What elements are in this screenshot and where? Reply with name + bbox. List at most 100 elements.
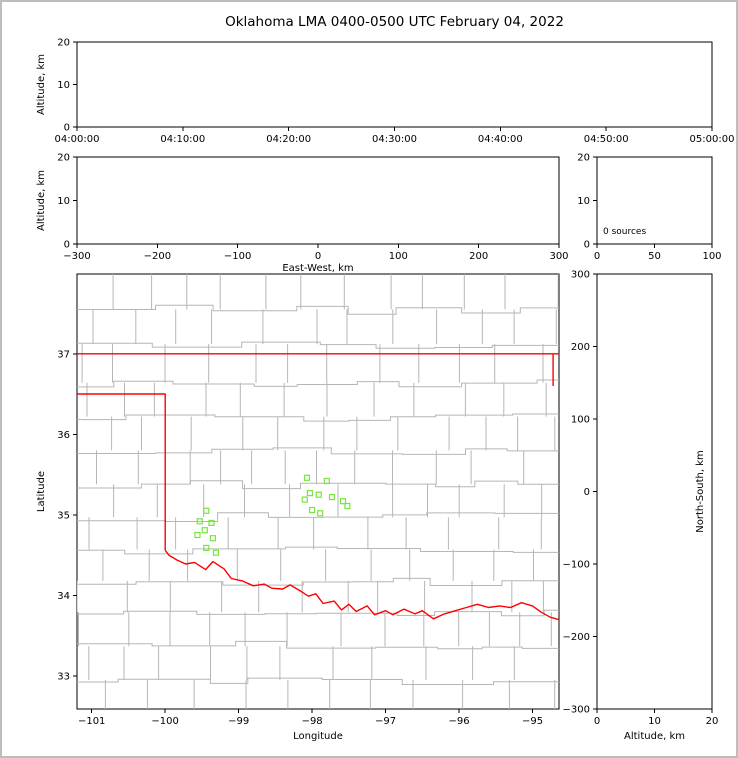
county-line bbox=[77, 304, 559, 315]
x-tick-label: −97 bbox=[375, 716, 396, 727]
lma-station-marker bbox=[203, 507, 210, 514]
x-tick-label: 0 bbox=[594, 251, 600, 262]
sources-count-annotation: 0 sources bbox=[603, 227, 646, 237]
y-tick-label: 0 bbox=[584, 240, 590, 251]
state-borders bbox=[77, 353, 559, 621]
x-tick-label: −200 bbox=[144, 251, 171, 262]
county-line bbox=[77, 677, 559, 685]
x-tick-label: −99 bbox=[228, 716, 249, 727]
map-layers bbox=[77, 274, 559, 709]
x-tick-label: 04:50:00 bbox=[584, 134, 629, 145]
lma-station-marker bbox=[203, 544, 210, 552]
x-tick-label: −95 bbox=[522, 716, 543, 727]
x-tick-label: 0 bbox=[315, 251, 321, 262]
y-tick-label: 36 bbox=[57, 430, 70, 441]
y-tick-label: 0 bbox=[64, 123, 70, 134]
y-tick-label: 10 bbox=[577, 196, 590, 207]
panel-time-height: 04:00:00 04:10:00 04:20:00 04:30:00 04:40:00… bbox=[36, 38, 734, 146]
figure-title: Oklahoma LMA 0400-0500 UTC February 04, … bbox=[225, 14, 564, 30]
y-tick-label: 20 bbox=[57, 38, 70, 49]
y-tick-label: 200 bbox=[571, 342, 590, 353]
panel-map: −101 −100 −99 −98 −97 −96 −95 33 34 35 36 37 Longitu… bbox=[36, 273, 560, 742]
county-boundaries bbox=[77, 274, 559, 709]
lma-station-marker bbox=[208, 519, 215, 527]
panel-frame bbox=[76, 156, 560, 245]
red-river-line bbox=[164, 549, 559, 621]
y-tick-label: −200 bbox=[563, 632, 590, 643]
x-tick-label: 20 bbox=[706, 716, 719, 727]
lma-station-marker bbox=[301, 496, 308, 503]
y-axis-label: Altitude, km bbox=[36, 54, 47, 115]
x-tick-label: −100 bbox=[151, 716, 178, 727]
lma-station-marker bbox=[212, 549, 219, 556]
county-line bbox=[77, 341, 559, 349]
county-line bbox=[77, 413, 559, 422]
y-tick-label: 0 bbox=[64, 240, 70, 251]
x-tick-label: −101 bbox=[78, 716, 105, 727]
panel-histogram: 0 50 100 0 10 20 0 sources bbox=[577, 153, 721, 263]
lma-station-marker bbox=[196, 518, 203, 525]
x-tick-label: 04:20:00 bbox=[266, 134, 311, 145]
y-tick-label: 20 bbox=[57, 153, 70, 164]
x-axis-label: Longitude bbox=[293, 731, 343, 742]
lma-station-marker bbox=[194, 531, 201, 539]
lma-station-marker bbox=[344, 502, 351, 510]
county-line bbox=[77, 640, 559, 650]
lma-station-marker bbox=[306, 490, 313, 497]
lma-stations bbox=[194, 474, 351, 556]
county-line bbox=[77, 480, 559, 490]
lma-station-marker bbox=[328, 494, 336, 501]
lma-station-marker bbox=[209, 535, 216, 542]
x-tick-label: 04:10:00 bbox=[160, 134, 205, 145]
y-tick-label: 35 bbox=[57, 510, 70, 521]
y-tick-label: 33 bbox=[57, 671, 70, 682]
x-tick-label: 100 bbox=[389, 251, 408, 262]
panel-frame bbox=[76, 41, 713, 128]
lma-station-marker bbox=[323, 477, 330, 485]
lma-station-marker bbox=[303, 474, 311, 481]
y-axis-label: Latitude bbox=[36, 471, 47, 512]
y-tick-label: 100 bbox=[571, 415, 590, 426]
county-line bbox=[77, 577, 559, 586]
panhandle-border-line bbox=[77, 393, 166, 551]
x-axis-label: East-West, km bbox=[282, 263, 353, 274]
y-axis-label: Altitude, km bbox=[36, 170, 47, 231]
y-tick-label: 20 bbox=[577, 153, 590, 164]
x-tick-label: 100 bbox=[702, 251, 721, 262]
x-tick-label: 04:30:00 bbox=[372, 134, 417, 145]
y-axis-label: North-South, km bbox=[695, 450, 706, 533]
x-tick-label: −98 bbox=[302, 716, 323, 727]
county-line bbox=[77, 512, 559, 522]
panel-frame bbox=[596, 273, 713, 710]
x-tick-label: −100 bbox=[224, 251, 251, 262]
panel-ns-height: 0 10 20 −300 −200 −100 0 100 200 300 Altitude, km N… bbox=[563, 270, 719, 743]
y-tick-label: 0 bbox=[584, 487, 590, 498]
y-tick-label: 10 bbox=[57, 80, 70, 91]
x-tick-label: 200 bbox=[469, 251, 488, 262]
lma-station-marker bbox=[201, 527, 208, 534]
y-tick-label: −300 bbox=[563, 705, 590, 716]
county-line bbox=[77, 609, 559, 617]
y-tick-label: 10 bbox=[57, 196, 70, 207]
x-tick-label: 0 bbox=[594, 716, 600, 727]
x-tick-label: 04:40:00 bbox=[478, 134, 523, 145]
x-tick-label: 10 bbox=[648, 716, 661, 727]
lma-station-marker bbox=[339, 498, 347, 505]
x-axis-label: Altitude, km bbox=[624, 731, 685, 742]
x-tick-label: 04:00:00 bbox=[55, 134, 100, 145]
y-tick-label: −100 bbox=[563, 560, 590, 571]
lma-station-marker bbox=[309, 506, 316, 514]
panel-ew-height: −300 −200 −100 0 100 200 300 0 10 20 East-West, km… bbox=[36, 153, 569, 275]
x-tick-label: −300 bbox=[63, 251, 90, 262]
y-tick-label: 37 bbox=[57, 349, 70, 360]
x-tick-label: 50 bbox=[648, 251, 661, 262]
y-tick-label: 34 bbox=[57, 591, 70, 602]
x-tick-label: 300 bbox=[549, 251, 568, 262]
lma-station-marker bbox=[315, 491, 322, 498]
lma-station-marker bbox=[317, 510, 324, 517]
x-tick-label: −96 bbox=[449, 716, 470, 727]
x-tick-label: 05:00:00 bbox=[690, 134, 735, 145]
panel-frame bbox=[596, 156, 713, 245]
